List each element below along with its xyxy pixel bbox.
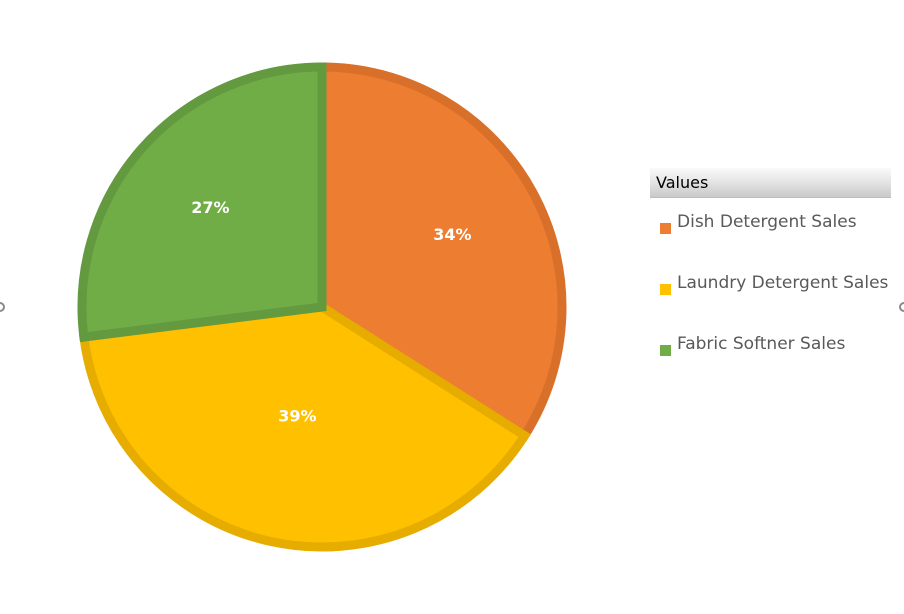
legend-label-fabric-softner-sales: Fabric Softner Sales (677, 334, 846, 354)
pie-slice-fabric-softner-sales[interactable] (77, 62, 327, 343)
data-label-laundry-detergent-sales: 39% (278, 407, 316, 426)
legend-label-laundry-detergent-sales: Laundry Detergent Sales (677, 273, 889, 293)
pie-slice-laundry-detergent-sales[interactable] (78, 302, 531, 552)
legend-swatch-dish-detergent-sales (660, 223, 671, 234)
legend-swatch-fabric-softner-sales (660, 345, 671, 356)
legend-item-laundry-detergent-sales[interactable]: Laundry Detergent Sales (650, 259, 891, 320)
left-resize-handle[interactable] (0, 302, 5, 312)
legend-item-fabric-softner-sales[interactable]: Fabric Softner Sales (650, 320, 891, 381)
legend-label-dish-detergent-sales: Dish Detergent Sales (677, 212, 857, 232)
right-resize-handle[interactable] (899, 302, 904, 312)
data-label-dish-detergent-sales: 34% (433, 225, 471, 244)
data-label-fabric-softner-sales: 27% (191, 198, 229, 217)
legend-title: Values (650, 168, 891, 198)
legend-item-dish-detergent-sales[interactable]: Dish Detergent Sales (650, 198, 891, 259)
legend-swatch-laundry-detergent-sales (660, 284, 671, 295)
legend[interactable]: Values Dish Detergent Sales Laundry Dete… (650, 168, 891, 381)
